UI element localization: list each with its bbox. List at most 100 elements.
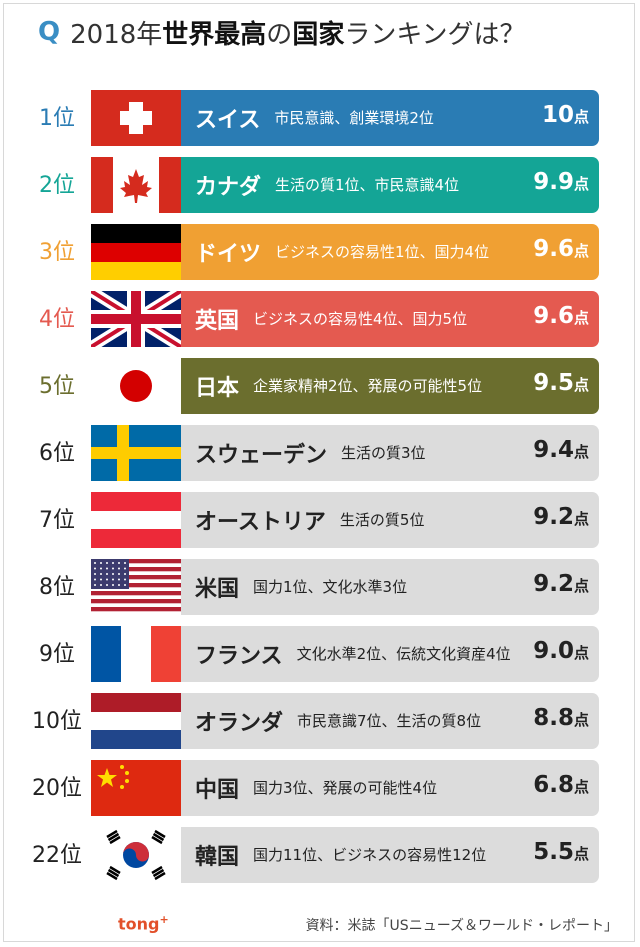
score-unit: 点 bbox=[573, 644, 589, 662]
score-number: 9.2 bbox=[533, 571, 574, 597]
korea-flag-icon bbox=[91, 827, 181, 883]
score-bar: オランダ 市民意識7位、生活の質8位 8.8点 bbox=[181, 693, 599, 749]
japan-flag-icon bbox=[91, 358, 181, 414]
country-name: ドイツ bbox=[195, 242, 262, 267]
title-emphasis-2: 国家 bbox=[292, 19, 345, 50]
score-unit: 点 bbox=[573, 309, 589, 327]
score-unit: 点 bbox=[573, 175, 589, 193]
ranking-detail: 生活の質5位 bbox=[339, 511, 425, 529]
tong-logo: tong+ bbox=[118, 913, 169, 934]
score-bar: 日本 企業家精神2位、発展の可能性5位 9.5点 bbox=[181, 358, 599, 414]
ranking-detail: 生活の質1位、市民意識4位 bbox=[275, 176, 460, 194]
title-year: 2018年 bbox=[70, 19, 163, 50]
country-name: オランダ bbox=[195, 711, 284, 736]
austria-flag-icon bbox=[91, 492, 181, 548]
score-bar: 米国 国力1位、文化水準3位 9.2点 bbox=[181, 559, 599, 615]
rank-label: 20位 bbox=[32, 776, 82, 801]
score-unit: 点 bbox=[573, 108, 589, 126]
ranking-row: 20位 中国 国力3位、発展の可能性4位 6.8点 bbox=[0, 760, 640, 816]
score-number: 9.0 bbox=[533, 638, 574, 664]
ranking-row: 22位 韓国 国力11位、ビジネスの容易性12位 5.5点 bbox=[0, 827, 640, 883]
score-bar: 英国 ビジネスの容易性4位、国力5位 9.6点 bbox=[181, 291, 599, 347]
source-note: 資料：米誌「USニューズ＆ワールド・レポート」 bbox=[305, 918, 618, 934]
score-bar: ドイツ ビジネスの容易性1位、国力4位 9.6点 bbox=[181, 224, 599, 280]
rank-label: 8位 bbox=[39, 575, 75, 600]
score-bar: カナダ 生活の質1位、市民意識4位 9.9点 bbox=[181, 157, 599, 213]
rank-label: 3位 bbox=[39, 240, 75, 265]
score-number: 9.6 bbox=[533, 236, 574, 262]
ranking-detail: 企業家精神2位、発展の可能性5位 bbox=[253, 377, 483, 395]
score-unit: 点 bbox=[573, 778, 589, 796]
score-value: 9.5点 bbox=[533, 370, 589, 396]
score-value: 9.6点 bbox=[533, 236, 589, 262]
ranking-row: 4位 英国 ビジネスの容易性4位、国力5位 9.6点 bbox=[0, 291, 640, 347]
ranking-detail: 国力3位、発展の可能性4位 bbox=[253, 779, 438, 797]
ranking-detail: 国力11位、ビジネスの容易性12位 bbox=[253, 846, 487, 864]
ranking-row: 6位 スウェーデン 生活の質3位 9.4点 bbox=[0, 425, 640, 481]
country-name: カナダ bbox=[195, 175, 262, 200]
score-unit: 点 bbox=[573, 443, 589, 461]
score-unit: 点 bbox=[573, 376, 589, 394]
score-unit: 点 bbox=[573, 510, 589, 528]
rank-label: 7位 bbox=[39, 508, 75, 533]
switzerland-flag-icon bbox=[91, 90, 181, 146]
ranking-row: 8位 米国 国力1位、文化水準3位 9.2点 bbox=[0, 559, 640, 615]
rank-label: 2位 bbox=[39, 173, 75, 198]
ranking-row: 9位 フランス 文化水準2位、伝統文化資産4位 9.0点 bbox=[0, 626, 640, 682]
score-number: 9.6 bbox=[533, 303, 574, 329]
germany-flag-icon bbox=[91, 224, 181, 280]
question-mark-label: Q bbox=[38, 17, 61, 47]
ranking-row: 2位 カナダ 生活の質1位、市民意識4位 9.9点 bbox=[0, 157, 640, 213]
rank-label: 9位 bbox=[39, 642, 75, 667]
score-unit: 点 bbox=[573, 845, 589, 863]
country-name: 英国 bbox=[195, 309, 240, 334]
ranking-detail: ビジネスの容易性1位、国力4位 bbox=[275, 243, 490, 261]
ranking-row: 5位 日本 企業家精神2位、発展の可能性5位 9.5点 bbox=[0, 358, 640, 414]
rank-label: 4位 bbox=[39, 307, 75, 332]
ranking-row: 7位 オーストリア 生活の質5位 9.2点 bbox=[0, 492, 640, 548]
score-number: 10 bbox=[541, 102, 574, 128]
score-value: 9.2点 bbox=[533, 571, 589, 597]
score-bar: オーストリア 生活の質5位 9.2点 bbox=[181, 492, 599, 548]
chart-frame bbox=[3, 3, 635, 942]
score-value: 8.8点 bbox=[533, 705, 589, 731]
score-value: 6.8点 bbox=[533, 772, 589, 798]
title-tail: ランキングは？ bbox=[344, 19, 526, 50]
score-unit: 点 bbox=[573, 242, 589, 260]
country-name: 中国 bbox=[195, 778, 240, 803]
ranking-row: 1位 スイス 市民意識、創業環境2位 10点 bbox=[0, 90, 640, 146]
score-value: 9.9点 bbox=[533, 169, 589, 195]
score-value: 9.2点 bbox=[533, 504, 589, 530]
china-flag-icon bbox=[91, 760, 181, 816]
score-value: 9.6点 bbox=[533, 303, 589, 329]
rank-label: 1位 bbox=[39, 106, 75, 131]
rank-label: 10位 bbox=[32, 709, 82, 734]
score-bar: 中国 国力3位、発展の可能性4位 6.8点 bbox=[181, 760, 599, 816]
country-name: 韓国 bbox=[195, 845, 240, 870]
rank-label: 22位 bbox=[32, 843, 82, 868]
score-number: 8.8 bbox=[533, 705, 574, 731]
score-unit: 点 bbox=[573, 711, 589, 729]
country-name: 日本 bbox=[195, 376, 240, 401]
score-number: 5.5 bbox=[533, 839, 574, 865]
sweden-flag-icon bbox=[91, 425, 181, 481]
score-bar: スイス 市民意識、創業環境2位 10点 bbox=[181, 90, 599, 146]
france-flag-icon bbox=[91, 626, 181, 682]
uk-flag-icon bbox=[91, 291, 181, 347]
rank-label: 5位 bbox=[39, 374, 75, 399]
country-name: 米国 bbox=[195, 577, 240, 602]
score-bar: スウェーデン 生活の質3位 9.4点 bbox=[181, 425, 599, 481]
score-value: 9.4点 bbox=[533, 437, 589, 463]
title-emphasis-1: 世界最高 bbox=[162, 19, 267, 50]
score-value: 5.5点 bbox=[533, 839, 589, 865]
ranking-detail: ビジネスの容易性4位、国力5位 bbox=[253, 310, 468, 328]
ranking-detail: 市民意識、創業環境2位 bbox=[274, 109, 434, 127]
ranking-row: 10位 オランダ 市民意識7位、生活の質8位 8.8点 bbox=[0, 693, 640, 749]
score-bar: フランス 文化水準2位、伝統文化資産4位 9.0点 bbox=[181, 626, 599, 682]
rank-label: 6位 bbox=[39, 441, 75, 466]
title-particle: の bbox=[266, 19, 293, 50]
country-name: スウェーデン bbox=[195, 443, 328, 468]
score-number: 9.9 bbox=[533, 169, 574, 195]
country-name: フランス bbox=[195, 644, 283, 669]
ranking-detail: 市民意識7位、生活の質8位 bbox=[297, 712, 482, 730]
